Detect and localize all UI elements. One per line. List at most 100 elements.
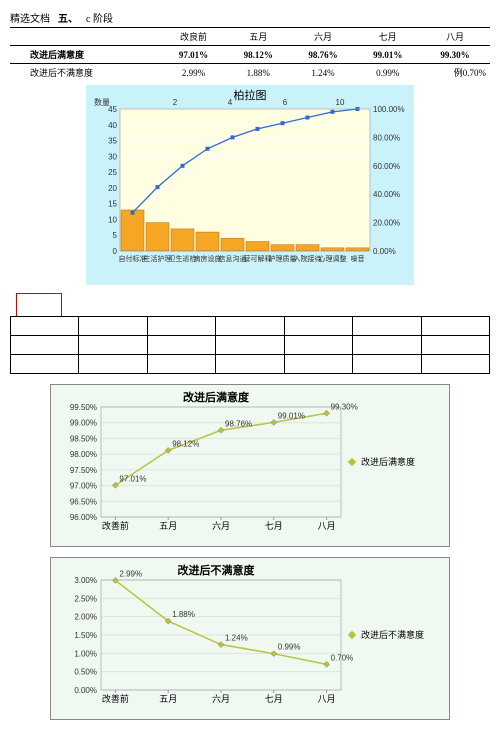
svg-text:2: 2 (173, 98, 178, 107)
svg-text:改善前: 改善前 (102, 520, 129, 531)
svg-text:10: 10 (336, 98, 345, 107)
svg-text:七月: 七月 (265, 694, 283, 704)
svg-text:五月: 五月 (159, 694, 177, 704)
cell: 99.30% (420, 46, 490, 64)
svg-text:生活护理: 生活护理 (144, 254, 172, 263)
svg-text:八月: 八月 (318, 521, 336, 531)
th: 五月 (226, 28, 291, 46)
svg-text:入院接待: 入院接待 (294, 254, 322, 263)
th: 改良前 (161, 28, 226, 46)
svg-text:15: 15 (108, 200, 117, 209)
empty-cell (284, 336, 352, 355)
svg-text:4: 4 (228, 98, 233, 107)
svg-text:3.00%: 3.00% (74, 576, 97, 585)
empty-cell (11, 355, 79, 374)
cell: 98.12% (226, 46, 291, 64)
svg-text:20.00%: 20.00% (373, 219, 400, 228)
svg-text:20: 20 (108, 184, 117, 193)
svg-text:改善前: 改善前 (102, 693, 129, 704)
svg-text:数量: 数量 (94, 97, 110, 107)
pareto-title: 柏拉图 (234, 87, 267, 103)
cell: 98.76% (291, 46, 356, 64)
svg-text:信息沟通: 信息沟通 (219, 254, 247, 263)
red-highlight-box (16, 293, 62, 317)
empty-cell (421, 317, 489, 336)
empty-cell (11, 317, 79, 336)
svg-text:1.24%: 1.24% (225, 634, 248, 643)
svg-text:25: 25 (108, 168, 117, 177)
empty-cell (147, 355, 215, 374)
svg-text:40: 40 (108, 121, 117, 130)
empty-cell (79, 336, 147, 355)
svg-text:卫生巡检: 卫生巡检 (169, 254, 197, 263)
empty-cell (421, 336, 489, 355)
row-label: 改进后不满意度 (10, 64, 161, 82)
header-mid2: c 阶段 (86, 10, 113, 25)
row-label: 改进后满意度 (10, 46, 161, 64)
th-empty (10, 28, 161, 46)
svg-text:97.00%: 97.00% (70, 482, 97, 491)
svg-text:96.50%: 96.50% (70, 497, 97, 506)
svg-text:30: 30 (108, 152, 117, 161)
empty-grid (10, 316, 490, 374)
empty-cell (353, 336, 421, 355)
dissatisfaction-chart: 改进后不满意度0.00%0.50%1.00%1.50%2.00%2.50%3.0… (50, 557, 450, 720)
svg-text:40.00%: 40.00% (373, 190, 400, 199)
svg-text:1.00%: 1.00% (74, 649, 97, 658)
svg-text:2.00%: 2.00% (74, 613, 97, 622)
svg-text:0.70%: 0.70% (331, 653, 354, 662)
empty-cell (79, 355, 147, 374)
svg-text:改进后满意度: 改进后满意度 (361, 456, 415, 467)
pareto-svg: 051015202530354045数量24610100.00%80.00%60… (90, 91, 410, 281)
svg-text:六月: 六月 (212, 520, 230, 531)
header-mid1: 五、 (58, 10, 78, 25)
svg-text:99.01%: 99.01% (278, 411, 305, 420)
satisfaction-chart: 改进后满意度 96.00% 96.50% 97.00% 97.50% 98.00% 98.5… (50, 384, 450, 547)
svg-text:护理质量: 护理质量 (269, 254, 297, 263)
svg-text:心理调整: 心理调整 (319, 254, 347, 263)
header-left: 精选文档 (10, 10, 50, 25)
svg-text:97.50%: 97.50% (70, 466, 97, 475)
svg-text:80.00%: 80.00% (373, 133, 400, 142)
svg-text:99.00%: 99.00% (70, 419, 97, 428)
empty-cell (216, 336, 284, 355)
page-header: 精选文档 五、 c 阶段 (10, 10, 490, 28)
svg-text:96.00%: 96.00% (70, 513, 97, 522)
empty-grid-section (10, 293, 490, 374)
svg-text:0.50%: 0.50% (74, 668, 97, 677)
svg-text:改进后满意度: 改进后满意度 (183, 390, 250, 404)
dissatisfaction-svg: 改进后不满意度0.00%0.50%1.00%1.50%2.00%2.50%3.0… (55, 562, 437, 712)
svg-text:98.00%: 98.00% (70, 450, 97, 459)
svg-text:10: 10 (108, 215, 117, 224)
empty-cell (11, 336, 79, 355)
empty-cell (147, 317, 215, 336)
svg-text:98.12%: 98.12% (172, 439, 199, 448)
table-header-row: 改良前 五月 六月 七月 八月 (10, 28, 490, 46)
cell: 0.99% (355, 64, 420, 82)
cell: 1.24% (291, 64, 356, 82)
cell: 2.99% (161, 64, 226, 82)
svg-text:改进后不满意度: 改进后不满意度 (178, 563, 256, 577)
svg-text:病房设施: 病房设施 (194, 254, 222, 263)
th: 七月 (355, 28, 420, 46)
svg-text:六月: 六月 (212, 693, 230, 704)
cell: 例0.70% (420, 64, 490, 82)
table-row: 改进后满意度 97.01% 98.12% 98.76% 99.01% 99.30… (10, 46, 490, 64)
svg-text:5: 5 (113, 231, 118, 240)
svg-text:七月: 七月 (265, 521, 283, 531)
svg-text:6: 6 (283, 98, 288, 107)
empty-cell (421, 355, 489, 374)
svg-text:0: 0 (113, 247, 118, 256)
empty-cell (216, 317, 284, 336)
svg-text:噪音: 噪音 (351, 254, 365, 263)
cell: 99.01% (355, 46, 420, 64)
empty-cell (147, 336, 215, 355)
svg-text:99.30%: 99.30% (331, 402, 358, 411)
svg-text:98.50%: 98.50% (70, 434, 97, 443)
svg-text:五月: 五月 (159, 521, 177, 531)
empty-cell (79, 317, 147, 336)
svg-text:98.76%: 98.76% (225, 419, 252, 428)
svg-text:自付标准: 自付标准 (119, 254, 147, 263)
empty-cell (353, 317, 421, 336)
svg-text:99.50%: 99.50% (70, 403, 97, 412)
